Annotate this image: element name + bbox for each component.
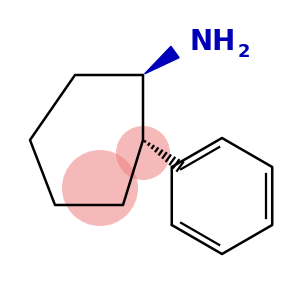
Text: 2: 2 [238,43,250,61]
Text: NH: NH [189,28,235,56]
Circle shape [62,150,138,226]
Circle shape [116,126,170,180]
Polygon shape [145,46,179,74]
